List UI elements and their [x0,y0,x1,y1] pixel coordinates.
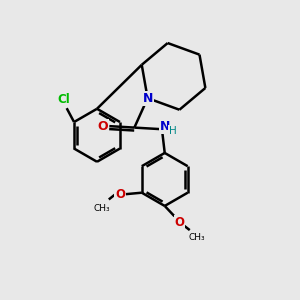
Text: N: N [160,120,170,133]
Text: CH₃: CH₃ [189,233,206,242]
Text: O: O [174,216,184,229]
Text: CH₃: CH₃ [93,204,110,213]
Text: Cl: Cl [57,93,70,106]
Text: O: O [115,188,125,201]
Text: H: H [169,125,176,136]
Text: N: N [142,92,153,105]
Text: O: O [98,120,108,133]
